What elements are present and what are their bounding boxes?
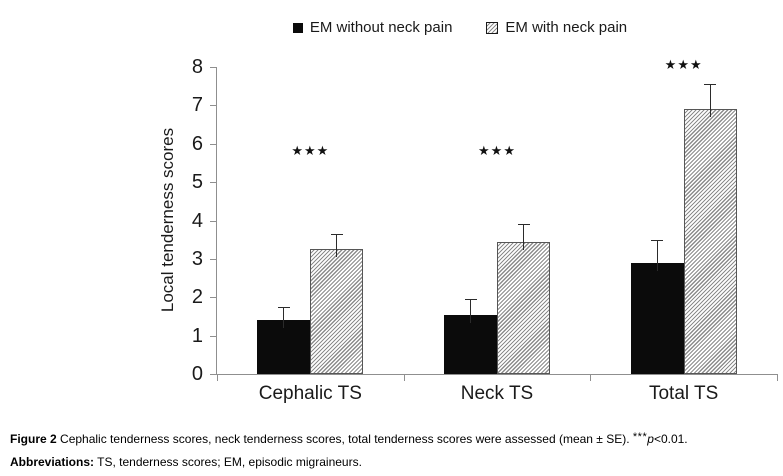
caption-figure-label: Figure 2	[10, 432, 57, 446]
caption-line-1: Figure 2 Cephalic tenderness scores, nec…	[10, 428, 776, 451]
y-axis-tick	[210, 67, 216, 68]
legend-swatch-hatched-icon	[486, 21, 499, 34]
caption-significance-marker: ***	[632, 431, 648, 443]
y-axis-tick	[210, 182, 216, 184]
y-tick-label: 1	[191, 324, 203, 347]
x-axis-tick	[217, 375, 218, 381]
x-axis-line	[216, 374, 778, 375]
caption-p-symbol: p	[647, 432, 654, 446]
caption-abbreviations-label: Abbreviations:	[10, 455, 95, 469]
error-bar-cap	[277, 306, 290, 308]
y-tick-label: 2	[191, 286, 203, 309]
x-category-label: Total TS	[648, 383, 719, 404]
bar-series2-cephalic-ts	[310, 249, 364, 374]
y-axis-line	[216, 67, 217, 375]
y-tick-label: 7	[191, 94, 203, 117]
y-axis-tick	[210, 143, 216, 145]
significance-stars-1: ★★★	[291, 143, 330, 159]
legend-label-em-with-neck-pain: EM with neck pain	[505, 19, 628, 36]
y-axis-tick	[210, 335, 216, 337]
error-bar-line	[656, 239, 658, 271]
error-bar-line	[283, 306, 285, 329]
bar-series1-total-ts	[630, 262, 684, 374]
x-category-label: Cephalic TS	[258, 383, 362, 404]
x-axis-tick	[777, 375, 778, 381]
y-tick-label: 0	[191, 363, 203, 385]
error-bar-cap	[517, 224, 530, 226]
chart-legend: EM without neck pain EM with neck pain	[180, 19, 740, 36]
legend-label-em-without-neck-pain: EM without neck pain	[309, 19, 453, 36]
y-tick-label: 8	[191, 56, 203, 78]
bar-series2-total-ts	[683, 109, 737, 374]
y-tick-label: 3	[191, 247, 203, 270]
caption-line-2: Abbreviations: TS, tenderness scores; EM…	[10, 451, 776, 473]
y-axis-tick	[210, 258, 216, 260]
error-bar-line	[470, 299, 471, 323]
y-tick-label: 4	[191, 209, 203, 232]
bar-series1-neck-ts	[444, 314, 497, 374]
bar-series1-cephalic-ts	[257, 320, 311, 374]
caption-text: Cephalic tenderness scores, neck tendern…	[60, 432, 630, 446]
error-bar-line	[336, 233, 338, 258]
error-bar-cap	[704, 84, 717, 86]
legend-swatch-solid-black-icon	[292, 22, 303, 33]
y-axis-tick	[210, 220, 216, 222]
x-axis-tick	[590, 375, 592, 381]
x-category-label: Neck TS	[460, 383, 534, 404]
y-axis-tick	[210, 374, 216, 375]
error-bar-line	[709, 84, 711, 118]
error-bar-cap	[651, 239, 664, 241]
caption-p-value: <0.01.	[653, 432, 688, 446]
y-tick-label: 6	[191, 132, 203, 155]
x-axis-tick	[403, 375, 405, 381]
y-axis-tick	[210, 105, 216, 107]
figure-caption: Figure 2 Cephalic tenderness scores, nec…	[10, 428, 776, 473]
significance-stars-2: ★★★	[478, 143, 516, 159]
bar-series2-neck-ts	[497, 241, 550, 374]
plot-area: 0 1 2 3 4 5 6 7 8 Cephalic TS Neck TS Total TS ★★★ ★★…	[192, 56, 778, 404]
y-tick-label: 5	[191, 171, 203, 194]
error-bar-cap	[464, 299, 477, 301]
error-bar-line	[523, 224, 524, 250]
y-axis-tick	[210, 297, 216, 299]
error-bar-cap	[330, 233, 343, 235]
legend-item-em-with-neck-pain: EM with neck pain	[486, 19, 627, 36]
significance-stars-3: ★★★	[664, 57, 703, 73]
legend-item-em-without-neck-pain: EM without neck pain	[292, 19, 453, 36]
caption-abbreviations-text: TS, tenderness scores; EM, episodic migr…	[97, 455, 362, 469]
